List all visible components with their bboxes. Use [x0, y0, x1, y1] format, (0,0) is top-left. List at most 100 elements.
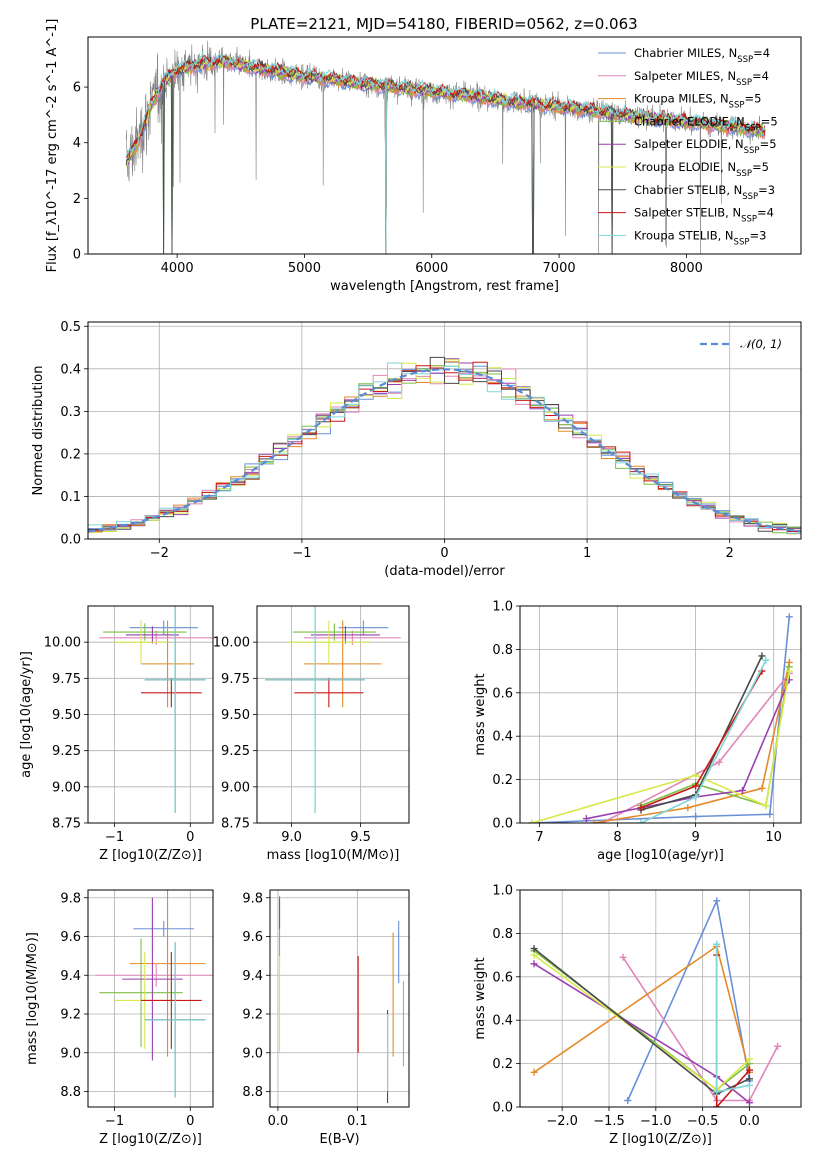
x-tick-label: −1	[105, 830, 124, 845]
age-vs-mass-panel: 9.0 9.5 8.75 9.00 9.25 9.50 9.75 10.00 mass [log…	[213, 605, 410, 863]
y-tick-label: 0.4	[492, 1014, 513, 1029]
weight-marker	[582, 815, 590, 823]
residuals-panel: −2 −1 0 1 2 0.0 0.1 0.2 0.3 0.4 0.5 (data-model)/er…	[31, 320, 802, 579]
legend-count: =3	[749, 228, 766, 242]
x-tick-label: −1	[105, 1114, 124, 1129]
normal-distribution-curve	[88, 368, 801, 533]
legend-subscript: SSP	[745, 123, 761, 133]
x-tick-label: 0	[186, 1114, 194, 1129]
y-tick-label: 0.5	[60, 320, 81, 335]
axes-frame	[87, 605, 214, 824]
mass-vs-metallicity-panel: −1 0 8.8 9.0 9.2 9.4 9.6 9.8 Z [log10(Z/Z⊙)] mass…	[25, 889, 214, 1147]
model-spectrum-chabrier-stelib	[125, 55, 766, 254]
legend-count: =5	[760, 137, 777, 151]
weight-marker	[624, 1096, 632, 1104]
y-tick-label: 0.2	[492, 1057, 513, 1072]
weight-marker	[692, 793, 700, 801]
legend-subscript: SSP	[742, 192, 758, 202]
weight-vs-age-panel: 7 8 9 10 0.0 0.2 0.4 0.6 0.8 1.0 age [log10(age/yr…	[473, 600, 802, 863]
y-axis-label: age [log10(age/yr)]	[19, 651, 34, 778]
x-tick-label: 0	[186, 830, 194, 845]
weight-marker	[745, 1099, 753, 1107]
axes-frame	[519, 605, 802, 824]
legend-label: Kroupa ELODIE, NSSP=5	[634, 160, 769, 179]
weight-marker	[713, 897, 721, 905]
figure-title: PLATE=2121, MJD=54180, FIBERID=0562, z=0…	[250, 15, 637, 33]
x-tick-label: 7	[535, 830, 543, 845]
model-spectrum-salpeter-stelib	[125, 54, 766, 254]
legend-count: =4	[753, 46, 770, 60]
y-axis-label: mass weight	[473, 673, 488, 755]
y-tick-label: 9.75	[221, 672, 250, 687]
x-tick-label: 9.5	[350, 830, 371, 845]
legend-count: =4	[757, 206, 774, 220]
weight-marker	[530, 951, 538, 959]
plot-area	[88, 356, 801, 535]
x-axis-label: mass [log10(M/M⊙)]	[267, 848, 400, 863]
y-tick-label: 0.0	[60, 533, 81, 548]
y-tick-label: 0.4	[60, 362, 81, 377]
weight-marker	[692, 812, 700, 820]
y-tick-label: 9.2	[242, 1008, 263, 1023]
y-tick-label: 9.4	[242, 969, 263, 984]
x-tick-label: 10	[765, 830, 782, 845]
legend-count: =5	[761, 114, 778, 128]
legend-subscript: SSP	[741, 215, 757, 225]
y-tick-label: 9.75	[52, 672, 81, 687]
x-tick-label: 8000	[670, 261, 703, 276]
axes-frame	[256, 605, 410, 824]
weight-marker	[619, 953, 627, 961]
x-tick-label: −2.0	[546, 1114, 578, 1129]
age-vs-metallicity-panel: −1 0 8.75 9.00 9.25 9.50 9.75 10.00 Z [log10(Z/Z…	[19, 605, 214, 863]
x-tick-label: 0.1	[347, 1114, 368, 1129]
x-tick-label: 0.0	[739, 1114, 760, 1129]
plot-area	[528, 613, 793, 823]
y-tick-label: 0.1	[60, 490, 81, 505]
weight-marker	[598, 819, 606, 823]
weight-marker	[713, 1088, 721, 1096]
y-tick-label: 9.00	[52, 780, 81, 795]
legend-count: =4	[752, 69, 769, 83]
weight-marker	[528, 819, 536, 823]
weight-marker	[637, 819, 645, 823]
x-tick-label: 0	[440, 546, 448, 561]
y-tick-label: 9.6	[60, 930, 81, 945]
legend-label: Salpeter MILES, NSSP=4	[634, 69, 769, 88]
weight-marker	[530, 960, 538, 968]
legend-label: 𝒩(0, 1)	[740, 337, 782, 351]
y-tick-label: 4	[73, 136, 81, 151]
y-tick-label: 9.0	[60, 1046, 81, 1061]
weight-marker	[745, 1081, 753, 1089]
y-tick-label: 0.6	[492, 970, 513, 985]
weight-marker	[785, 613, 793, 621]
weight-marker	[762, 656, 770, 664]
legend-subscript: SSP	[736, 169, 752, 179]
axes-frame	[87, 36, 802, 255]
plot-area	[99, 606, 213, 813]
y-tick-label: 8.8	[60, 1085, 81, 1100]
weight-marker	[745, 1066, 753, 1074]
x-tick-label: 2	[726, 546, 734, 561]
axes-frame	[87, 889, 214, 1108]
x-tick-label: −1.5	[593, 1114, 625, 1129]
y-tick-label: 0.3	[60, 405, 81, 420]
weight-marker	[590, 819, 598, 823]
legend-subscript: SSP	[736, 78, 752, 88]
weight-marker	[713, 1103, 721, 1107]
y-tick-label: 6	[73, 81, 81, 96]
x-axis-label: age [log10(age/yr)]	[597, 848, 724, 863]
y-tick-label: 0.0	[492, 817, 513, 832]
y-tick-label: 0.6	[492, 686, 513, 701]
x-axis-label: Z [log10(Z/Z⊙)]	[99, 848, 202, 863]
y-tick-label: 9.25	[52, 744, 81, 759]
x-tick-label: −1	[292, 546, 311, 561]
y-tick-label: 0.8	[492, 927, 513, 942]
legend-label: Salpeter ELODIE, NSSP=5	[634, 137, 777, 156]
x-axis-label: Z [log10(Z/Z⊙)]	[609, 1132, 712, 1147]
weight-marker	[530, 1068, 538, 1076]
x-tick-label: 6000	[415, 261, 448, 276]
weight-marker	[637, 804, 645, 812]
y-tick-label: 9.2	[60, 1008, 81, 1023]
legend-label: Chabrier STELIB, NSSP=3	[634, 183, 775, 202]
axes-frame	[87, 321, 802, 540]
